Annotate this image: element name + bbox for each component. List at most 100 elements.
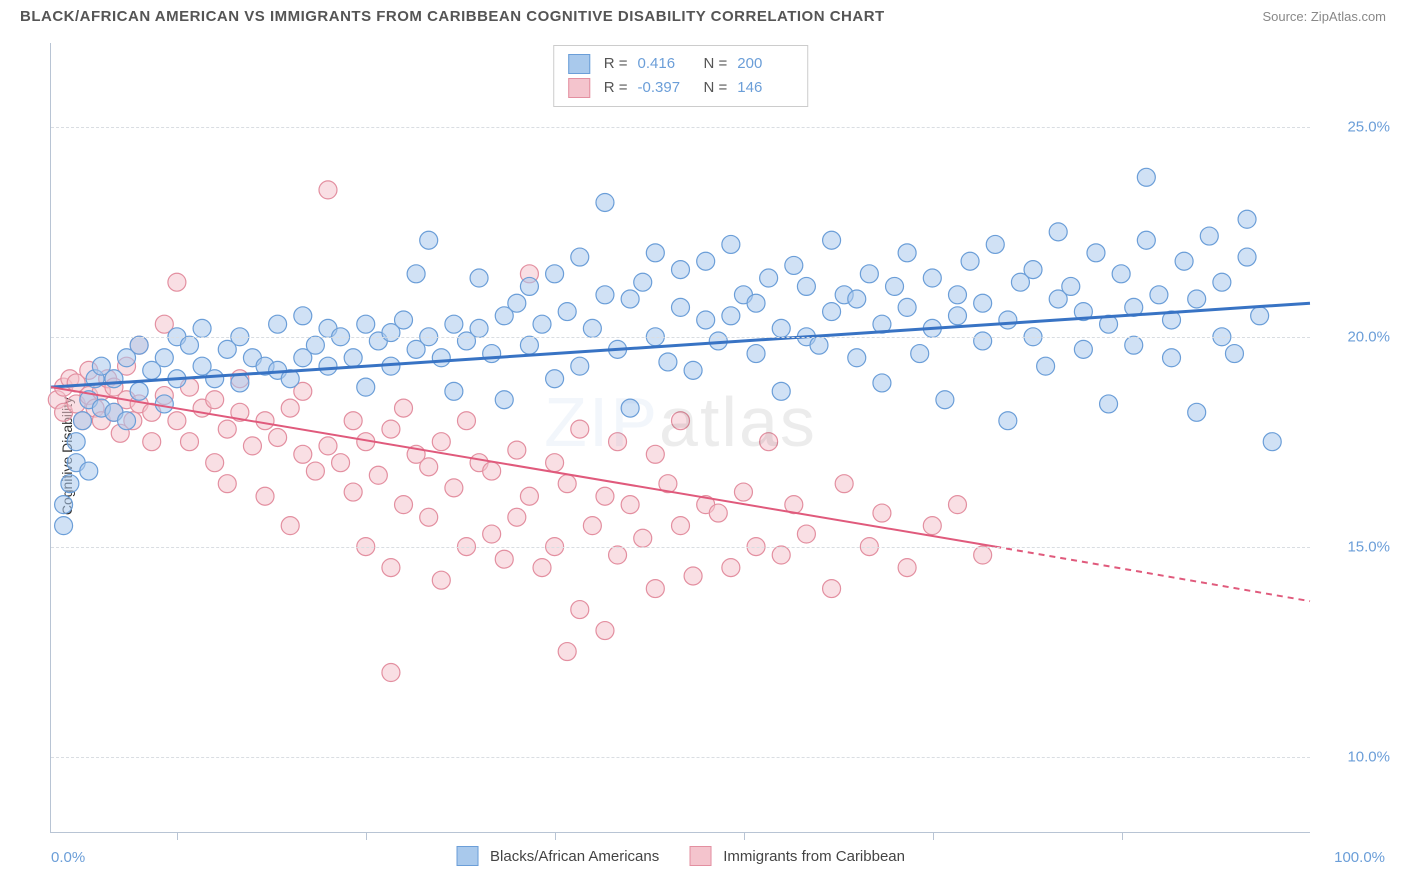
scatter-point bbox=[218, 420, 236, 438]
scatter-point bbox=[55, 517, 73, 535]
scatter-point bbox=[772, 319, 790, 337]
scatter-point bbox=[810, 336, 828, 354]
scatter-point bbox=[319, 357, 337, 375]
scatter-point bbox=[332, 454, 350, 472]
scatter-point bbox=[1238, 248, 1256, 266]
scatter-point bbox=[923, 517, 941, 535]
gridline-horizontal bbox=[51, 757, 1310, 758]
scatter-point bbox=[646, 244, 664, 262]
r-value: -0.397 bbox=[638, 76, 694, 100]
scatter-point bbox=[873, 374, 891, 392]
y-tick-label: 20.0% bbox=[1347, 329, 1390, 346]
scatter-point bbox=[747, 345, 765, 363]
scatter-point bbox=[974, 294, 992, 312]
scatter-point bbox=[1150, 286, 1168, 304]
scatter-point bbox=[1062, 277, 1080, 295]
scatter-point bbox=[948, 286, 966, 304]
scatter-point bbox=[457, 412, 475, 430]
scatter-point bbox=[634, 529, 652, 547]
scatter-point bbox=[105, 370, 123, 388]
scatter-point bbox=[583, 517, 601, 535]
scatter-point bbox=[1024, 261, 1042, 279]
scatter-point bbox=[961, 252, 979, 270]
scatter-point bbox=[823, 231, 841, 249]
scatter-point bbox=[646, 580, 664, 598]
x-tick bbox=[555, 832, 556, 840]
scatter-point bbox=[760, 269, 778, 287]
correlation-legend: R = 0.416 N = 200 R = -0.397 N = 146 bbox=[553, 45, 809, 107]
scatter-point bbox=[974, 546, 992, 564]
scatter-point bbox=[797, 277, 815, 295]
scatter-point bbox=[420, 508, 438, 526]
n-label: N = bbox=[704, 76, 728, 100]
scatter-point bbox=[73, 412, 91, 430]
scatter-point bbox=[432, 571, 450, 589]
scatter-point bbox=[231, 374, 249, 392]
scatter-point bbox=[395, 399, 413, 417]
scatter-point bbox=[898, 559, 916, 577]
scatter-point bbox=[294, 445, 312, 463]
scatter-point bbox=[823, 580, 841, 598]
scatter-point bbox=[483, 345, 501, 363]
scatter-point bbox=[407, 265, 425, 283]
scatter-point bbox=[344, 349, 362, 367]
scatter-point bbox=[395, 496, 413, 514]
scatter-point bbox=[634, 273, 652, 291]
correlation-legend-row: R = 0.416 N = 200 bbox=[568, 52, 794, 76]
scatter-point bbox=[646, 445, 664, 463]
scatter-point bbox=[281, 399, 299, 417]
scatter-point bbox=[797, 525, 815, 543]
scatter-point bbox=[243, 437, 261, 455]
scatter-point bbox=[722, 559, 740, 577]
r-label: R = bbox=[604, 52, 628, 76]
series-legend-item: Immigrants from Caribbean bbox=[689, 846, 905, 866]
scatter-point bbox=[155, 395, 173, 413]
scatter-point bbox=[672, 261, 690, 279]
scatter-point bbox=[898, 298, 916, 316]
scatter-point bbox=[672, 412, 690, 430]
scatter-point bbox=[1163, 349, 1181, 367]
scatter-point bbox=[722, 307, 740, 325]
scatter-point bbox=[659, 353, 677, 371]
scatter-point bbox=[130, 336, 148, 354]
scatter-point bbox=[948, 307, 966, 325]
scatter-point bbox=[256, 487, 274, 505]
scatter-point bbox=[155, 349, 173, 367]
scatter-point bbox=[445, 382, 463, 400]
scatter-point bbox=[369, 466, 387, 484]
scatter-point bbox=[860, 265, 878, 283]
scatter-point bbox=[697, 252, 715, 270]
series-legend-label: Immigrants from Caribbean bbox=[723, 848, 905, 865]
scatter-point bbox=[420, 231, 438, 249]
y-tick-label: 15.0% bbox=[1347, 539, 1390, 556]
scatter-point bbox=[1225, 345, 1243, 363]
scatter-point bbox=[948, 496, 966, 514]
scatter-point bbox=[546, 370, 564, 388]
chart-container: Cognitive Disability R = 0.416 N = 200 R… bbox=[0, 31, 1406, 881]
legend-swatch bbox=[689, 846, 711, 866]
n-label: N = bbox=[704, 52, 728, 76]
scatter-point bbox=[508, 294, 526, 312]
scatter-point bbox=[180, 336, 198, 354]
scatter-point bbox=[558, 643, 576, 661]
scatter-point bbox=[445, 315, 463, 333]
scatter-point bbox=[420, 458, 438, 476]
scatter-point bbox=[533, 559, 551, 577]
scatter-point bbox=[785, 256, 803, 274]
scatter-point bbox=[256, 412, 274, 430]
scatter-point bbox=[923, 269, 941, 287]
source-attribution: Source: ZipAtlas.com bbox=[1262, 9, 1386, 24]
scatter-point bbox=[999, 412, 1017, 430]
scatter-point bbox=[974, 332, 992, 350]
scatter-point bbox=[193, 319, 211, 337]
scatter-point bbox=[306, 336, 324, 354]
scatter-point bbox=[382, 420, 400, 438]
x-tick bbox=[933, 832, 934, 840]
plot-svg bbox=[51, 43, 1310, 832]
scatter-point bbox=[206, 454, 224, 472]
scatter-point bbox=[1049, 223, 1067, 241]
scatter-point bbox=[621, 399, 639, 417]
scatter-point bbox=[508, 508, 526, 526]
scatter-point bbox=[1125, 336, 1143, 354]
scatter-point bbox=[936, 391, 954, 409]
